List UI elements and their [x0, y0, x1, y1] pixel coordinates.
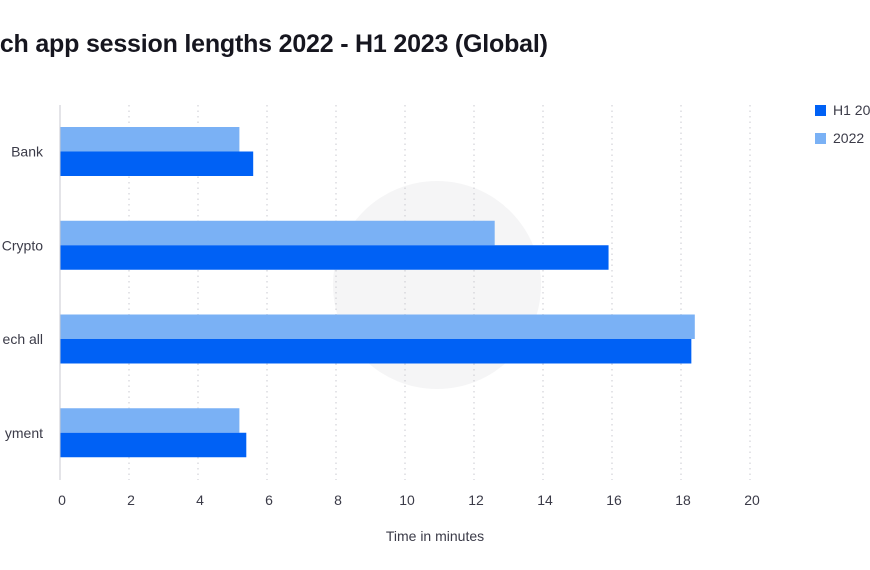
legend-swatch-1: [815, 133, 826, 144]
chart-title: tech app session lengths 2022 - H1 2023 …: [0, 30, 548, 58]
bar-h1-20-3: [60, 432, 247, 458]
bar-2022-0: [60, 127, 240, 152]
bar-2022-3: [60, 408, 240, 433]
x-tick-labels: 0 2 4 6 8 10 12 14 16 18 20: [58, 492, 760, 508]
x-tick-label-2: 4: [196, 492, 204, 508]
bar-2022-2: [60, 314, 695, 339]
grid-lines: [128, 105, 751, 480]
category-label-3: yment: [5, 425, 43, 441]
x-tick-label-8: 16: [606, 492, 622, 508]
bar-h1-20-2: [60, 339, 692, 364]
legend-swatch-0: [815, 105, 826, 116]
x-tick-label-6: 12: [468, 492, 484, 508]
bars: [60, 127, 695, 458]
legend: H1 20 2022: [815, 102, 870, 146]
category-labels: Bank Crypto ech all yment: [2, 144, 44, 441]
category-label-2: ech all: [3, 331, 43, 347]
x-tick-label-0: 0: [58, 492, 66, 508]
x-tick-label-3: 6: [265, 492, 273, 508]
x-tick-label-9: 18: [675, 492, 691, 508]
category-label-1: Crypto: [2, 237, 43, 253]
bar-2022-1: [60, 220, 495, 246]
x-tick-label-1: 2: [127, 492, 135, 508]
x-tick-label-4: 8: [334, 492, 342, 508]
category-label-0: Bank: [11, 144, 44, 160]
x-tick-label-5: 10: [399, 492, 415, 508]
bar-h1-20-0: [60, 151, 254, 176]
legend-label-0: H1 20: [833, 102, 870, 118]
x-axis-label: Time in minutes: [386, 528, 484, 544]
bar-h1-20-1: [60, 245, 609, 270]
x-tick-label-7: 14: [537, 492, 553, 508]
legend-label-1: 2022: [833, 130, 864, 146]
x-tick-label-10: 20: [744, 492, 760, 508]
